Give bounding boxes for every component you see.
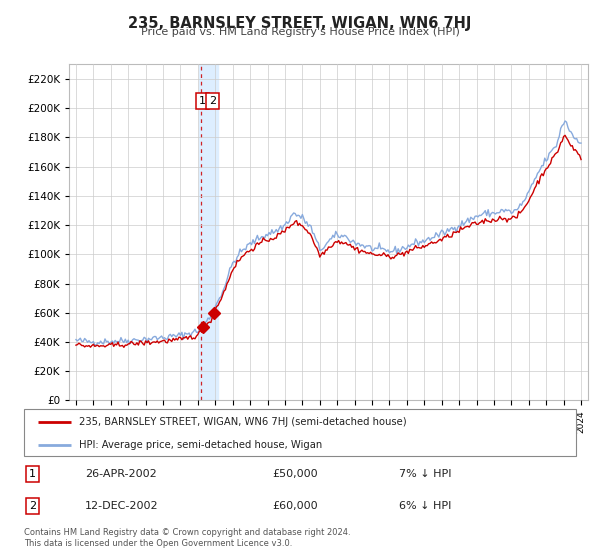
Text: Contains HM Land Registry data © Crown copyright and database right 2024.
This d: Contains HM Land Registry data © Crown c… xyxy=(24,528,350,548)
Text: HPI: Average price, semi-detached house, Wigan: HPI: Average price, semi-detached house,… xyxy=(79,440,322,450)
Text: £50,000: £50,000 xyxy=(272,469,318,479)
Text: 6% ↓ HPI: 6% ↓ HPI xyxy=(400,501,452,511)
Text: £60,000: £60,000 xyxy=(272,501,318,511)
Text: 1: 1 xyxy=(29,469,36,479)
Text: 7% ↓ HPI: 7% ↓ HPI xyxy=(400,469,452,479)
Text: 1: 1 xyxy=(199,96,206,106)
FancyBboxPatch shape xyxy=(24,409,576,456)
Text: Price paid vs. HM Land Registry's House Price Index (HPI): Price paid vs. HM Land Registry's House … xyxy=(140,27,460,37)
Text: 2: 2 xyxy=(29,501,36,511)
Text: 26-APR-2002: 26-APR-2002 xyxy=(85,469,157,479)
Bar xyxy=(199,64,218,400)
Text: 2: 2 xyxy=(209,96,216,106)
Text: 12-DEC-2002: 12-DEC-2002 xyxy=(85,501,158,511)
Text: 235, BARNSLEY STREET, WIGAN, WN6 7HJ (semi-detached house): 235, BARNSLEY STREET, WIGAN, WN6 7HJ (se… xyxy=(79,417,407,427)
Text: 235, BARNSLEY STREET, WIGAN, WN6 7HJ: 235, BARNSLEY STREET, WIGAN, WN6 7HJ xyxy=(128,16,472,31)
